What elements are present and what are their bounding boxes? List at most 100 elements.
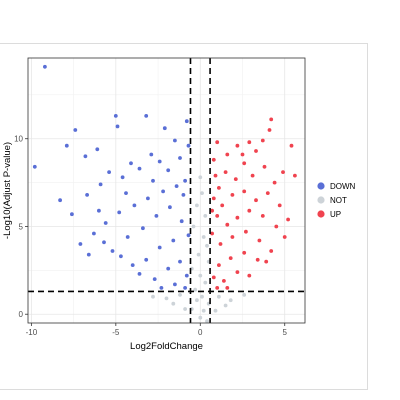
point-up [210,208,215,213]
x-tick-label: -5 [112,328,120,337]
point-down [141,226,145,231]
point-up [244,229,248,234]
point-down [137,272,142,276]
point-not [205,319,209,324]
point-down [146,196,150,201]
y-axis-title: -Log10(Adjust P-value) [2,142,13,239]
point-up [222,279,226,283]
point-down [173,282,177,287]
point-down [85,193,89,197]
point-up [223,170,228,174]
volcano-plot: -10 -5 0 5 0 5 10 Log2FoldChange -Log10(Adjust P… [2,57,356,352]
point-down [183,286,188,290]
point-up [247,140,252,145]
point-down [178,259,182,264]
point-not [198,273,203,278]
point-up [269,249,274,253]
point-not [242,293,247,297]
point-up [257,238,262,243]
x-tick-label: 0 [198,328,203,337]
point-down [95,147,100,152]
point-down [137,166,142,171]
point-up [211,196,216,201]
chart-frame: -10 -5 0 5 0 5 10 Log2FoldChange -Log10(Adjust P… [0,43,368,390]
legend-key-down [317,182,325,190]
point-up [277,203,282,208]
point-up [260,138,265,143]
legend-key-up [317,210,325,218]
point-down [113,114,118,118]
point-down [83,154,88,159]
point-not [198,175,203,180]
point-down [102,240,106,245]
point-not [191,224,196,229]
legend-label-up: UP [330,210,341,219]
point-down [154,214,159,218]
point-down [144,114,149,118]
point-down [98,182,103,187]
plot-panel-border [27,57,306,324]
point-down [159,286,164,290]
point-up [260,214,265,218]
point-not [171,301,176,306]
point-not [205,243,209,248]
point-not [223,303,228,308]
point-up [235,270,240,274]
legend-label-down: DOWN [330,182,356,191]
point-not [183,307,188,311]
point-not [200,191,204,196]
point-down [179,219,184,224]
point-up [210,231,215,236]
point-up [217,263,221,267]
point-not [228,298,233,303]
point-up [225,286,230,290]
point-up [228,256,233,260]
point-not [178,293,182,297]
point-down [152,277,157,281]
point-down [186,233,191,238]
point-not [193,287,198,292]
point-down [181,193,186,197]
x-tick-label: 5 [283,328,288,337]
point-down [73,128,78,132]
point-up [242,250,247,255]
legend-label-not: NOT [330,196,347,205]
point-down [130,263,135,267]
x-axis-title: Log2FoldChange [130,341,203,352]
point-up [215,140,220,145]
point-down [119,254,123,259]
point-up [225,222,230,227]
point-not [195,298,199,303]
point-down [132,203,137,208]
point-up [215,286,220,290]
point-down [183,178,188,183]
point-up [250,173,255,178]
point-up [220,203,225,208]
point-down [173,138,177,143]
point-up [262,164,267,169]
point-up [225,152,230,157]
point-not [201,235,206,239]
point-up [269,117,274,122]
point-down [174,184,179,189]
point-down [70,212,74,217]
y-tick-label: 0 [19,310,24,319]
point-not [203,280,208,285]
point-down [157,159,162,164]
point-up [267,128,272,132]
point-down [166,168,171,173]
point-up [254,149,258,153]
point-not [195,203,199,208]
point-down [92,231,96,236]
point-not [201,308,206,313]
point-up [215,214,220,218]
point-down [184,119,189,124]
point-down [43,64,47,69]
point-not [196,252,201,257]
point-not [164,296,169,301]
point-up [286,217,290,222]
point-up [233,177,238,182]
point-down [157,245,162,250]
point-up [282,235,287,239]
point-down [58,198,62,203]
